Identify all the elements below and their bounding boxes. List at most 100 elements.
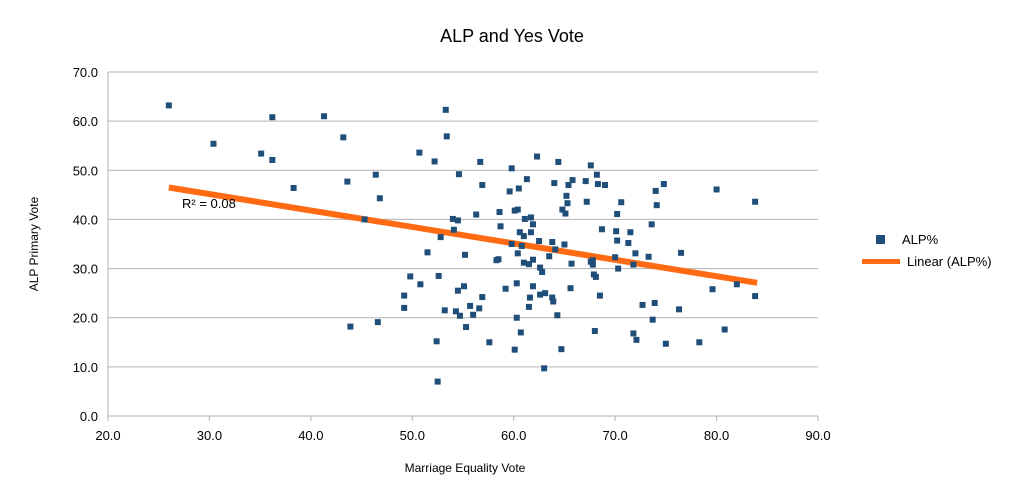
data-point bbox=[479, 182, 486, 189]
data-point bbox=[454, 217, 461, 224]
data-point bbox=[520, 233, 527, 240]
data-point bbox=[721, 326, 728, 333]
data-point bbox=[461, 283, 468, 290]
data-point bbox=[542, 290, 549, 297]
data-point bbox=[549, 294, 556, 301]
data-point bbox=[546, 253, 553, 260]
data-point bbox=[537, 291, 544, 298]
data-point bbox=[602, 182, 608, 189]
y-tick-label: 30.0 bbox=[73, 262, 98, 277]
data-point bbox=[587, 162, 594, 169]
data-point bbox=[486, 339, 493, 346]
data-point bbox=[526, 294, 533, 301]
data-point bbox=[527, 229, 534, 236]
data-point bbox=[520, 259, 527, 266]
x-tick-label: 90.0 bbox=[805, 428, 830, 443]
data-point bbox=[210, 140, 217, 147]
x-tick-label: 70.0 bbox=[602, 428, 627, 443]
data-point bbox=[594, 181, 601, 188]
data-point bbox=[537, 264, 544, 271]
data-point bbox=[583, 198, 590, 205]
data-point bbox=[551, 180, 558, 187]
data-point bbox=[511, 207, 518, 214]
data-point bbox=[589, 257, 596, 264]
legend-label-alp: ALP% bbox=[902, 232, 939, 247]
x-tick-label: 50.0 bbox=[400, 428, 425, 443]
data-point bbox=[614, 211, 621, 218]
data-point bbox=[416, 149, 423, 156]
data-point bbox=[651, 299, 658, 306]
data-point bbox=[652, 187, 659, 194]
data-point bbox=[709, 286, 716, 293]
data-point bbox=[559, 206, 566, 213]
data-point bbox=[401, 292, 408, 299]
data-point bbox=[529, 283, 536, 290]
data-point bbox=[541, 365, 548, 372]
grid-lines bbox=[108, 71, 818, 417]
data-point bbox=[630, 330, 637, 337]
data-point bbox=[450, 226, 457, 233]
data-point bbox=[598, 226, 605, 233]
data-point bbox=[258, 150, 265, 157]
data-point bbox=[733, 281, 740, 288]
data-point bbox=[713, 186, 720, 193]
data-point bbox=[449, 215, 456, 222]
data-point bbox=[442, 106, 449, 113]
data-point bbox=[477, 158, 484, 165]
data-point bbox=[653, 202, 660, 209]
y-axis-label: ALP Primary Vote bbox=[27, 196, 41, 291]
data-point bbox=[321, 113, 328, 120]
data-point bbox=[437, 234, 444, 241]
data-point bbox=[290, 184, 297, 191]
data-point bbox=[564, 200, 571, 207]
data-point bbox=[456, 312, 463, 319]
data-point bbox=[568, 260, 575, 267]
data-point bbox=[614, 237, 621, 244]
data-point bbox=[558, 346, 565, 353]
data-point bbox=[649, 316, 656, 323]
data-point bbox=[569, 177, 576, 184]
data-point bbox=[529, 256, 536, 263]
data-point bbox=[534, 153, 541, 160]
data-point bbox=[269, 114, 276, 121]
data-point bbox=[340, 134, 347, 141]
data-point bbox=[589, 261, 596, 268]
x-tick-label: 60.0 bbox=[501, 428, 526, 443]
data-point bbox=[376, 195, 383, 202]
data-point bbox=[696, 339, 703, 346]
data-point bbox=[633, 336, 640, 343]
data-point bbox=[627, 229, 634, 236]
legend-label-linear: Linear (ALP%) bbox=[907, 254, 992, 269]
axes bbox=[107, 72, 819, 421]
data-point bbox=[496, 209, 503, 216]
data-point bbox=[632, 250, 639, 257]
data-point bbox=[516, 229, 523, 236]
data-point bbox=[454, 287, 461, 294]
y-tick-labels: 0.0 10.0 20.0 30.0 40.0 50.0 60.0 70.0 bbox=[73, 65, 98, 424]
data-point bbox=[612, 254, 619, 261]
data-points bbox=[165, 102, 759, 385]
data-point bbox=[592, 273, 599, 280]
data-point bbox=[502, 285, 509, 292]
data-point bbox=[374, 319, 381, 326]
data-point bbox=[596, 292, 603, 299]
data-point bbox=[508, 165, 515, 172]
y-tick-label: 10.0 bbox=[73, 360, 98, 375]
data-point bbox=[539, 269, 546, 276]
data-point bbox=[514, 250, 521, 257]
data-point bbox=[648, 221, 655, 228]
data-point bbox=[441, 307, 448, 314]
data-point bbox=[344, 178, 351, 185]
data-point bbox=[645, 253, 652, 260]
data-point bbox=[479, 294, 486, 301]
data-point bbox=[431, 158, 438, 165]
data-point bbox=[549, 239, 556, 246]
data-point bbox=[630, 261, 637, 268]
x-axis-label: Marriage Equality Vote bbox=[405, 461, 526, 475]
data-point bbox=[470, 311, 477, 318]
data-point bbox=[407, 273, 414, 280]
y-tick-label: 70.0 bbox=[73, 65, 98, 80]
data-point bbox=[752, 198, 759, 205]
legend-marker-alp bbox=[876, 235, 885, 244]
data-point bbox=[591, 327, 598, 334]
